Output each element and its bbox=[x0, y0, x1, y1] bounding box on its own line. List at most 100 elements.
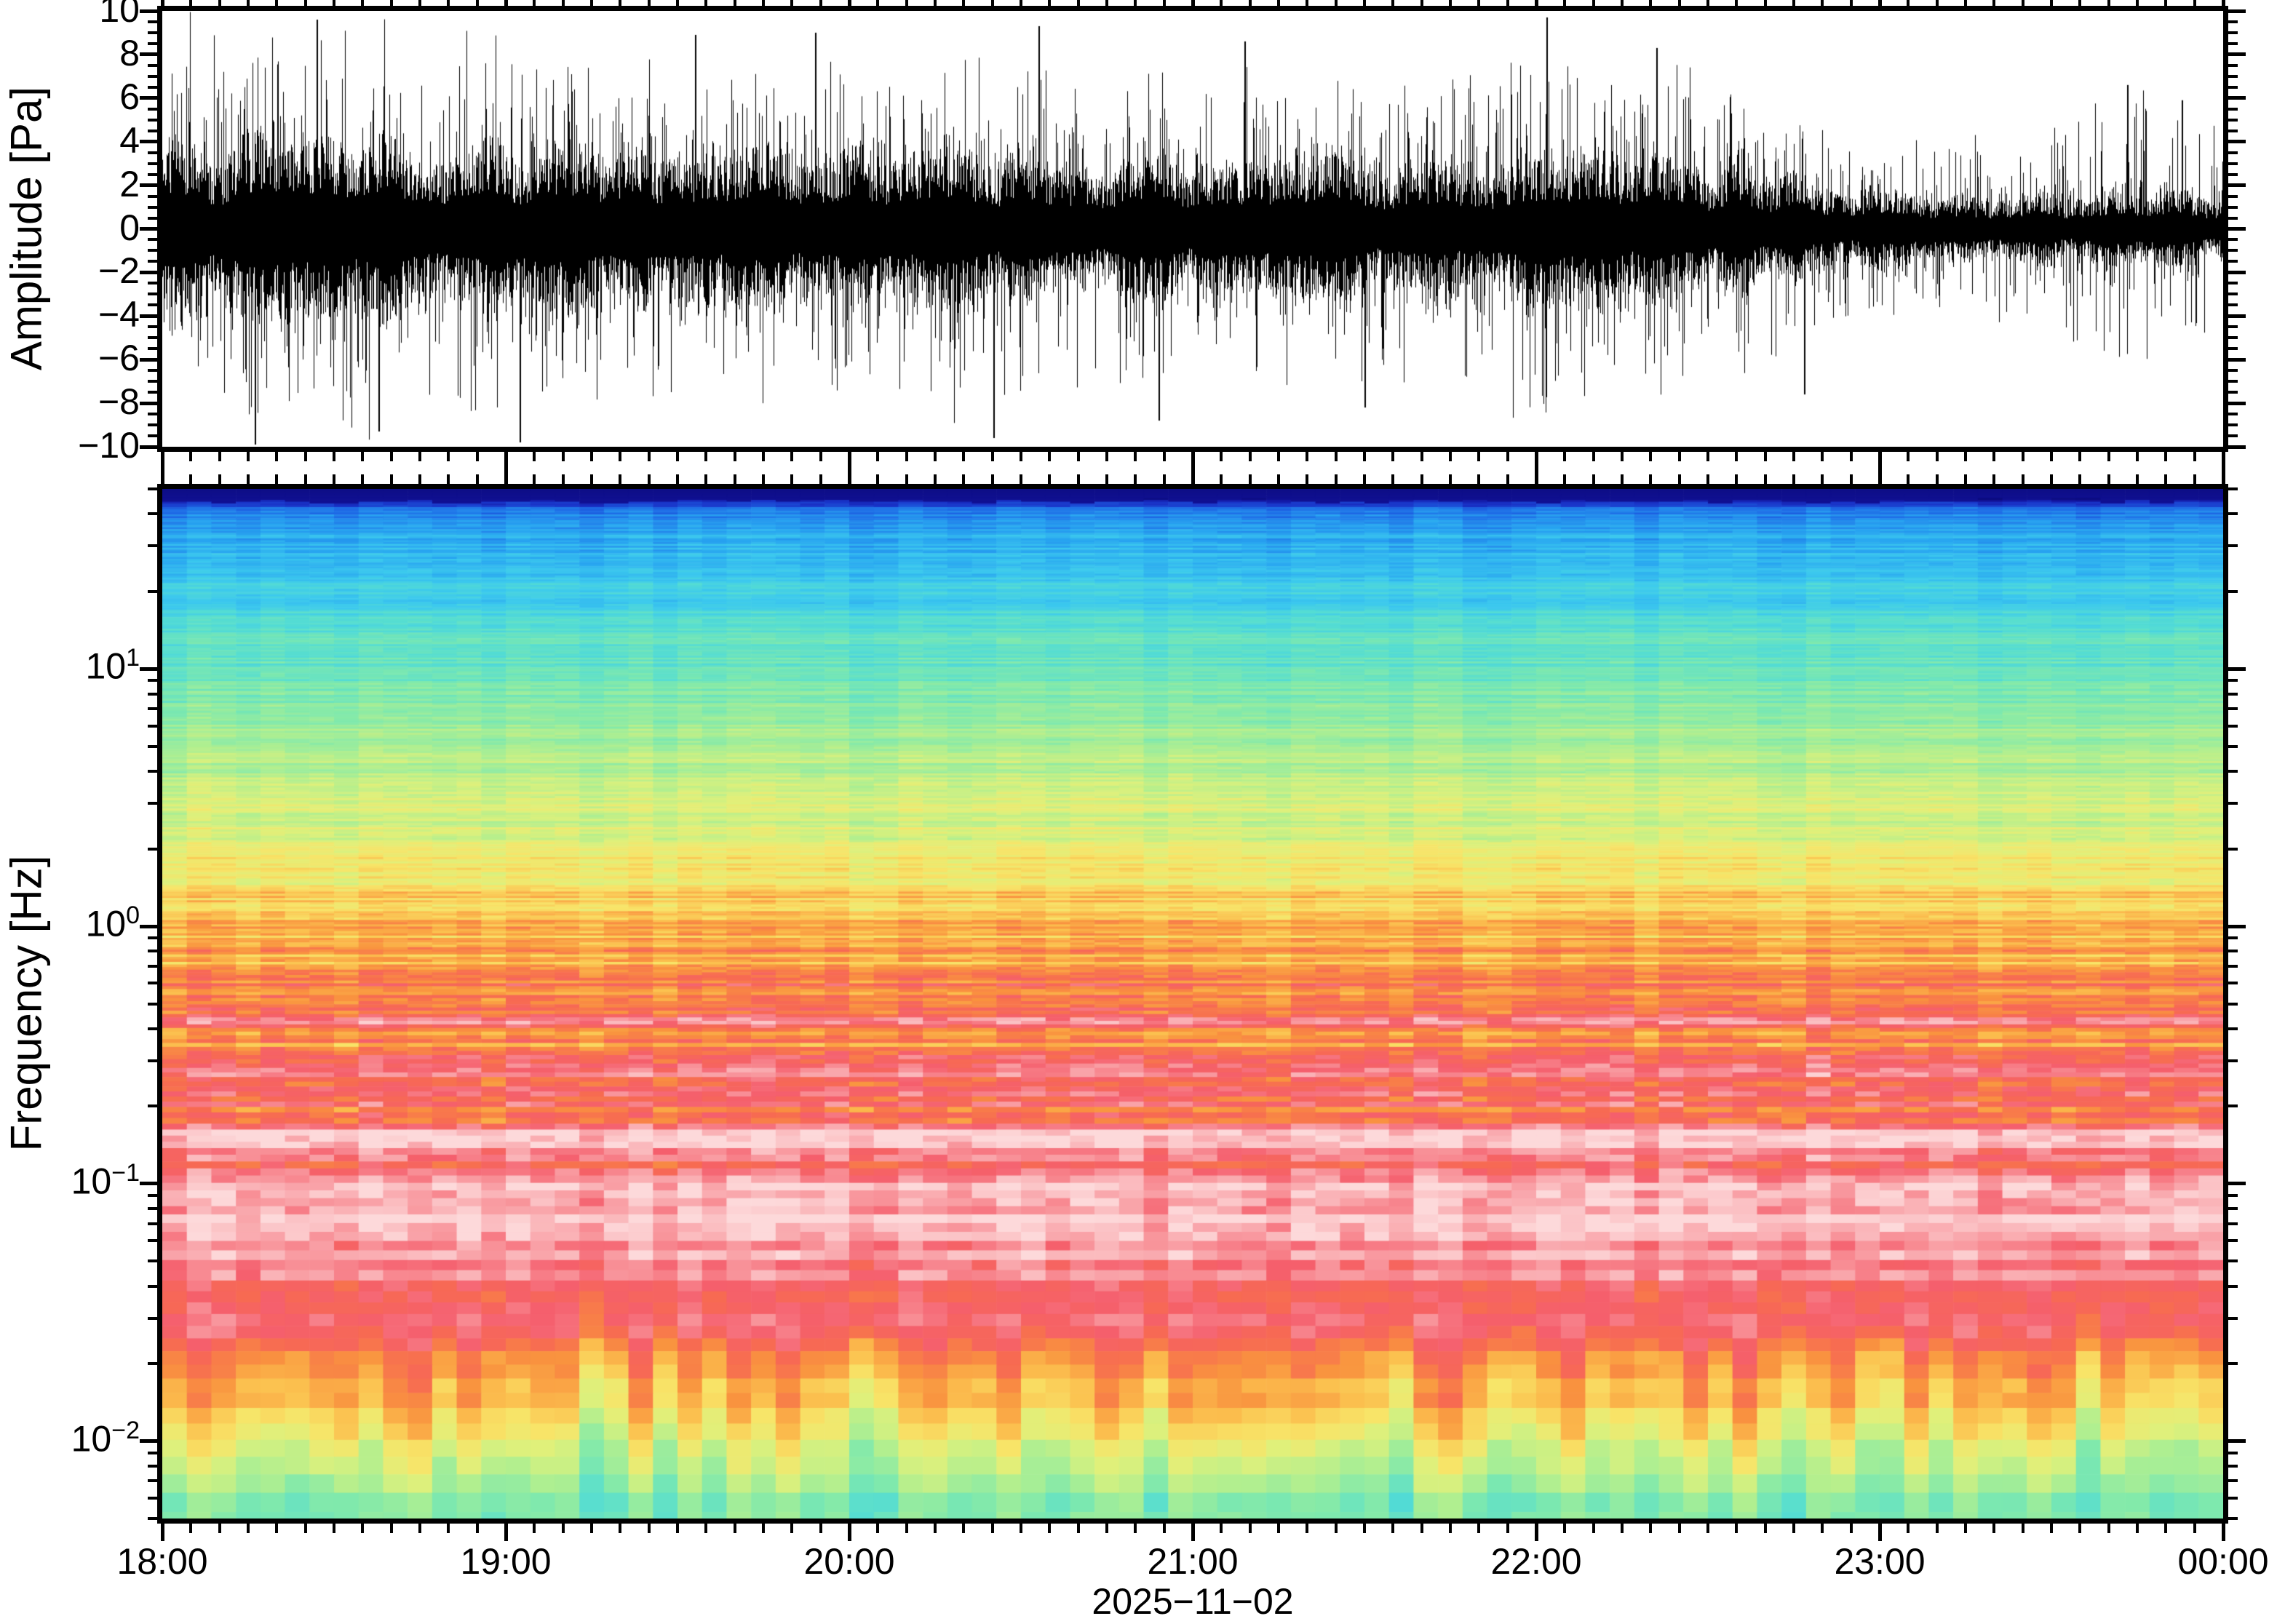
tick-mark bbox=[1506, 1524, 1509, 1533]
tick-mark bbox=[1649, 452, 1653, 461]
tick-mark bbox=[148, 1479, 157, 1483]
tick-mark bbox=[148, 20, 157, 23]
tick-mark bbox=[2228, 1362, 2238, 1366]
tick-mark bbox=[2228, 1104, 2238, 1108]
tick-mark bbox=[1506, 0, 1509, 7]
tick-mark bbox=[619, 474, 622, 484]
tick-mark bbox=[148, 1259, 157, 1263]
tick-mark bbox=[140, 401, 157, 405]
tick-mark bbox=[275, 474, 279, 484]
tick-mark bbox=[2228, 325, 2238, 329]
tick-mark bbox=[1735, 474, 1738, 484]
tick-mark bbox=[2228, 950, 2238, 953]
tick-mark bbox=[2078, 0, 2082, 7]
tick-mark bbox=[819, 0, 822, 7]
tick-mark bbox=[1134, 0, 1137, 7]
amplitude-tick-label: −6 bbox=[98, 338, 140, 379]
tick-mark bbox=[189, 0, 193, 7]
tick-mark bbox=[2164, 474, 2168, 484]
tick-mark bbox=[148, 1451, 157, 1454]
tick-mark bbox=[762, 474, 765, 484]
tick-mark bbox=[148, 303, 157, 307]
tick-mark bbox=[1821, 452, 1824, 461]
tick-mark bbox=[1849, 1524, 1853, 1533]
tick-mark bbox=[389, 1524, 393, 1533]
tick-mark bbox=[2221, 0, 2225, 11]
tick-mark bbox=[1363, 474, 1366, 484]
tick-mark bbox=[934, 474, 937, 484]
tick-mark bbox=[1162, 0, 1166, 7]
tick-mark bbox=[1048, 452, 1052, 461]
tick-mark bbox=[1334, 0, 1338, 7]
tick-mark bbox=[847, 0, 851, 11]
tick-mark bbox=[819, 1524, 822, 1533]
tick-mark bbox=[1105, 474, 1108, 484]
tick-mark bbox=[504, 466, 508, 484]
tick-mark bbox=[905, 0, 908, 7]
tick-mark bbox=[303, 1524, 307, 1533]
tick-mark bbox=[2228, 401, 2246, 405]
tick-mark bbox=[1621, 0, 1624, 7]
tick-mark bbox=[1935, 452, 1939, 461]
tick-mark bbox=[905, 1524, 908, 1533]
tick-mark bbox=[619, 1524, 622, 1533]
tick-mark bbox=[1877, 1524, 1882, 1541]
tick-mark bbox=[148, 802, 157, 805]
tick-mark bbox=[148, 1207, 157, 1211]
tick-mark bbox=[790, 1524, 794, 1533]
tick-mark bbox=[1706, 0, 1709, 7]
tick-mark bbox=[1534, 466, 1538, 484]
tick-mark bbox=[1477, 452, 1481, 461]
tick-mark bbox=[2050, 0, 2053, 7]
tick-mark bbox=[140, 666, 157, 671]
amplitude-tick-label: 10 bbox=[99, 0, 140, 30]
tick-mark bbox=[1735, 0, 1738, 7]
tick-mark bbox=[2228, 679, 2238, 682]
tick-mark bbox=[2107, 452, 2110, 461]
tick-mark bbox=[1191, 452, 1195, 469]
amplitude-tick-label: 4 bbox=[119, 119, 140, 161]
tick-mark bbox=[2078, 1524, 2082, 1533]
tick-mark bbox=[2221, 1524, 2225, 1541]
tick-mark bbox=[2228, 512, 2238, 516]
tick-mark bbox=[1220, 1524, 1223, 1533]
tick-mark bbox=[1076, 452, 1080, 461]
tick-mark bbox=[447, 1524, 450, 1533]
tick-mark bbox=[2228, 1239, 2238, 1243]
tick-mark bbox=[447, 452, 450, 461]
tick-mark bbox=[148, 707, 157, 711]
tick-mark bbox=[2228, 292, 2238, 296]
tick-mark bbox=[1877, 466, 1882, 484]
tick-mark bbox=[1907, 0, 1910, 7]
tick-mark bbox=[148, 724, 157, 728]
tick-mark bbox=[148, 336, 157, 340]
tick-mark bbox=[148, 1104, 157, 1108]
tick-mark bbox=[2228, 347, 2238, 351]
tick-mark bbox=[1763, 0, 1767, 7]
tick-mark bbox=[1964, 474, 1967, 484]
tick-mark bbox=[2228, 692, 2238, 696]
tick-mark bbox=[1220, 0, 1223, 7]
tick-mark bbox=[676, 1524, 679, 1533]
tick-mark bbox=[2228, 423, 2238, 427]
tick-mark bbox=[1134, 474, 1137, 484]
tick-mark bbox=[1105, 0, 1108, 7]
tick-mark bbox=[418, 0, 421, 7]
tick-mark bbox=[2021, 0, 2024, 7]
tick-mark bbox=[148, 129, 157, 132]
tick-mark bbox=[2050, 474, 2053, 484]
tick-mark bbox=[148, 982, 157, 985]
tick-mark bbox=[962, 1524, 966, 1533]
tick-mark bbox=[475, 0, 479, 7]
tick-mark bbox=[2228, 964, 2238, 968]
tick-mark bbox=[1821, 474, 1824, 484]
tick-mark bbox=[218, 1524, 221, 1533]
tick-mark bbox=[2228, 303, 2238, 307]
tick-mark bbox=[2228, 96, 2246, 100]
tick-mark bbox=[303, 0, 307, 7]
tick-mark bbox=[148, 1464, 157, 1468]
frequency-tick-label: 100 bbox=[85, 901, 140, 944]
tick-mark bbox=[2228, 434, 2238, 438]
tick-mark bbox=[1964, 1524, 1967, 1533]
tick-mark bbox=[2228, 238, 2238, 242]
